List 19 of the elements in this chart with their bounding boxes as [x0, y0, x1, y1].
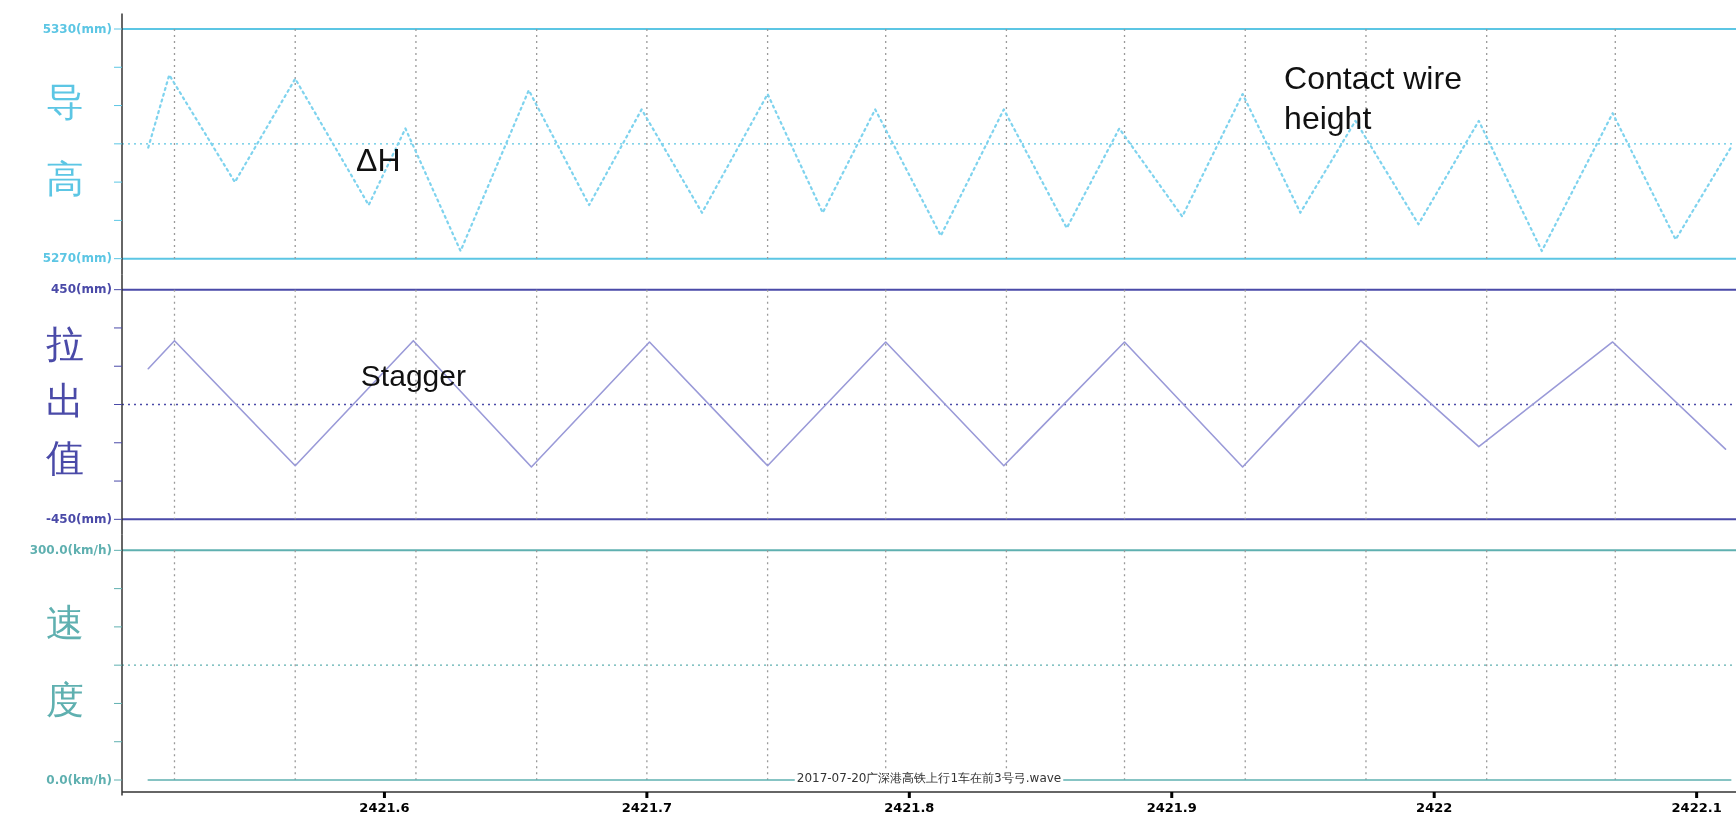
y-axis-title: 导高: [46, 80, 84, 201]
y-tick-label: 5330(mm): [42, 21, 112, 36]
annotation: ΔH: [356, 141, 401, 178]
y-axis-title: 速度: [46, 601, 84, 722]
x-tick-label: 2422.1: [1671, 799, 1722, 815]
y-tick-label: 5270(mm): [42, 251, 112, 266]
y-tick-label: 450(mm): [50, 282, 112, 297]
annotation: Contact wire height: [1284, 59, 1462, 136]
x-tick-label: 2421.9: [1146, 799, 1197, 815]
x-tick-label: 2422: [1416, 799, 1453, 815]
y-tick-label: -450(mm): [45, 511, 112, 526]
y-tick-label: 0.0(km/h): [46, 772, 112, 787]
annotation: Stagger: [360, 358, 466, 392]
x-tick-label: 2421.8: [884, 799, 935, 815]
y-tick-label: 300.0(km/h): [29, 542, 112, 557]
x-tick-label: 2421.6: [359, 799, 410, 815]
annotation: 2017-07-20广深港高铁上行1车在前3号弓.wave: [796, 770, 1062, 785]
y-axis-title: 拉出值: [46, 321, 84, 481]
x-tick-label: 2421.7: [621, 799, 672, 815]
